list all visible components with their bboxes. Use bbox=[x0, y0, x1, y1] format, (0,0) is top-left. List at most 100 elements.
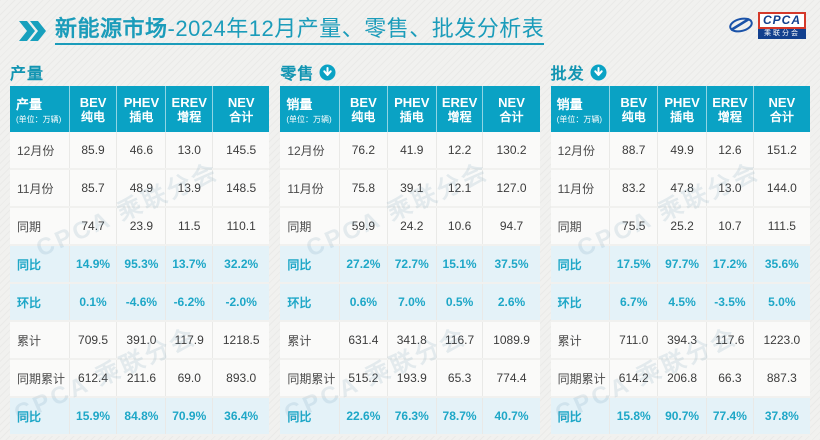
table-row: 同比 17.5% 97.7% 17.2% 35.6% bbox=[550, 245, 810, 284]
value-cell: 117.9 bbox=[165, 321, 214, 360]
value-cell: 7.0% bbox=[387, 283, 437, 322]
table-row: 环比 6.7% 4.5% -3.5% 5.0% bbox=[550, 283, 810, 322]
value-cell: 130.2 bbox=[482, 132, 540, 170]
value-cell: 72.7% bbox=[387, 245, 437, 284]
value-cell: 83.2 bbox=[609, 169, 659, 208]
wholesale-table: 销量 (单位：万辆) BEV 纯电 PHEV 插电 EREV 增程 NEV 合计 12月份 88.7 4… bbox=[550, 86, 810, 436]
section-header-retail: 零售 bbox=[280, 60, 539, 84]
value-cell: 76.3% bbox=[387, 397, 437, 436]
slide-header: 新能源市场-2024年12月产量、零售、批发分析表 bbox=[0, 0, 820, 48]
logo-sub-text: 乘联分会 bbox=[757, 29, 806, 39]
logo-text-block: CPCA 乘联分会 bbox=[757, 12, 806, 39]
column-header-line1: EREV bbox=[712, 94, 748, 110]
column-header-line2: 纯电 bbox=[621, 109, 646, 124]
table-corner-header: 产量 (单位：万辆) bbox=[10, 86, 70, 132]
table-unit-label: 销量 bbox=[286, 96, 313, 112]
column-header-line2: 合计 bbox=[499, 109, 524, 124]
tables-row: 产量 CPCA 乘联分会 CPCA 乘联分会 产量(单位：万辆)BEV纯电PHE… bbox=[0, 60, 820, 436]
row-label-cell: 12月份 bbox=[280, 132, 340, 170]
title-bold-part: 新能源市场 bbox=[55, 15, 168, 41]
value-cell: 95.3% bbox=[116, 245, 167, 284]
value-cell: 13.0 bbox=[706, 169, 754, 208]
value-cell: 70.9% bbox=[165, 397, 214, 436]
row-label-cell: 环比 bbox=[280, 283, 340, 322]
value-cell: 32.2% bbox=[212, 245, 270, 284]
value-cell: 17.2% bbox=[706, 245, 754, 284]
value-cell: 15.9% bbox=[69, 397, 118, 436]
column-header: PHEV 插电 bbox=[657, 86, 708, 132]
table-row: 同比 14.9% 95.3% 13.7% 32.2% bbox=[10, 245, 270, 284]
row-label-cell: 12月份 bbox=[550, 132, 611, 170]
section-title-retail: 零售 bbox=[280, 66, 315, 83]
value-cell: 111.5 bbox=[753, 207, 810, 246]
section-retail: 零售 CPCA 乘联分会 CPCA 乘联分会 销量(单位：万辆)BEV纯电PHE… bbox=[280, 60, 540, 436]
value-cell: 709.5 bbox=[69, 321, 118, 360]
value-cell: 36.4% bbox=[212, 397, 270, 436]
value-cell: 66.3 bbox=[706, 359, 754, 398]
row-label-cell: 同比 bbox=[550, 245, 611, 284]
value-cell: 110.1 bbox=[212, 207, 270, 246]
value-cell: 23.9 bbox=[116, 207, 167, 246]
double-chevron-icon bbox=[18, 21, 46, 41]
value-cell: 5.0% bbox=[753, 283, 810, 322]
table-row: 12月份 85.9 46.6 13.0 145.5 bbox=[10, 132, 270, 170]
value-cell: 887.3 bbox=[753, 359, 810, 398]
value-cell: 48.9 bbox=[116, 169, 167, 208]
value-cell: 10.7 bbox=[706, 207, 754, 246]
value-cell: 1218.5 bbox=[212, 321, 270, 360]
value-cell: 75.5 bbox=[609, 207, 659, 246]
value-cell: 90.7% bbox=[657, 397, 708, 436]
value-cell: 40.7% bbox=[482, 397, 540, 436]
value-cell: 6.7% bbox=[609, 283, 659, 322]
value-cell: 15.1% bbox=[436, 245, 484, 284]
value-cell: 85.7 bbox=[69, 169, 118, 208]
table-unit-label: 销量 bbox=[556, 96, 583, 112]
value-cell: 94.7 bbox=[482, 207, 540, 246]
title-rest-part: -2024年12月产量、零售、批发分析表 bbox=[167, 15, 545, 41]
column-header-line2: 增程 bbox=[447, 109, 472, 124]
table-row: 同期累计 515.2 193.9 65.3 774.4 bbox=[280, 359, 540, 398]
row-label-cell: 环比 bbox=[10, 283, 70, 322]
value-cell: 612.4 bbox=[69, 359, 118, 398]
table-corner-header: 销量 (单位：万辆) bbox=[550, 86, 611, 132]
column-header: EREV 增程 bbox=[706, 86, 754, 132]
value-cell: 145.5 bbox=[212, 132, 270, 170]
table-header-row: 产量 (单位：万辆) BEV 纯电 PHEV 插电 EREV 增程 NEV 合计 bbox=[10, 86, 270, 132]
table-row: 同比 15.8% 90.7% 77.4% 37.8% bbox=[550, 397, 810, 436]
value-cell: 84.8% bbox=[116, 397, 167, 436]
row-label-cell: 同比 bbox=[280, 397, 340, 436]
value-cell: 15.8% bbox=[609, 397, 659, 436]
value-cell: 127.0 bbox=[482, 169, 540, 208]
table-row: 12月份 88.7 49.9 12.6 151.2 bbox=[550, 132, 810, 170]
table-header-row: 销量 (单位：万辆) BEV 纯电 PHEV 插电 EREV 增程 NEV 合计 bbox=[280, 86, 540, 132]
value-cell: 78.7% bbox=[436, 397, 484, 436]
table-unit-note: (单位：万辆) bbox=[556, 114, 602, 124]
value-cell: 49.9 bbox=[657, 132, 708, 170]
table-row: 同比 27.2% 72.7% 15.1% 37.5% bbox=[280, 245, 540, 284]
value-cell: 46.6 bbox=[116, 132, 167, 170]
column-header-line2: 插电 bbox=[129, 109, 154, 124]
value-cell: 69.0 bbox=[165, 359, 214, 398]
value-cell: 47.8 bbox=[657, 169, 708, 208]
column-header-line2: 合计 bbox=[769, 109, 794, 124]
column-header: EREV 增程 bbox=[165, 86, 214, 132]
value-cell: 59.9 bbox=[339, 207, 388, 246]
table-unit-note: (单位：万辆) bbox=[286, 114, 332, 124]
row-label-cell: 11月份 bbox=[280, 169, 340, 208]
column-header: NEV 合计 bbox=[753, 86, 810, 132]
section-title-wholesale: 批发 bbox=[550, 66, 585, 83]
value-cell: -2.0% bbox=[212, 283, 270, 322]
column-header-line1: EREV bbox=[171, 94, 207, 110]
column-header: PHEV 插电 bbox=[116, 86, 167, 132]
column-header-line1: NEV bbox=[227, 94, 255, 110]
value-cell: 24.2 bbox=[387, 207, 437, 246]
section-header-wholesale: 批发 bbox=[551, 60, 810, 84]
value-cell: 211.6 bbox=[116, 359, 167, 398]
value-cell: 893.0 bbox=[212, 359, 270, 398]
section-title-production: 产量 bbox=[10, 66, 45, 83]
table-row: 环比 0.1% -4.6% -6.2% -2.0% bbox=[10, 283, 270, 322]
page-title: 新能源市场-2024年12月产量、零售、批发分析表 bbox=[55, 15, 545, 46]
row-label-cell: 11月份 bbox=[10, 169, 70, 208]
column-header-line1: NEV bbox=[768, 94, 796, 110]
